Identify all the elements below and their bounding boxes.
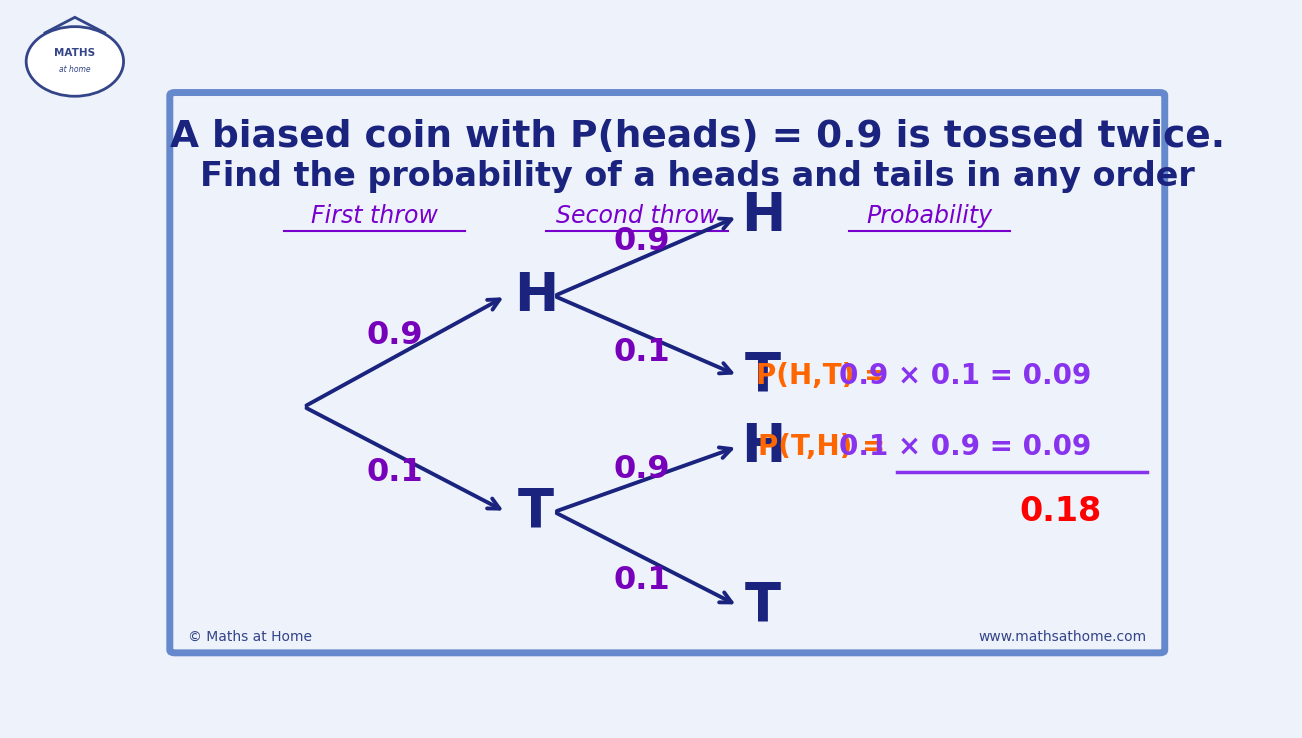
Text: 0.18: 0.18 — [1019, 495, 1101, 528]
Text: www.mathsathome.com: www.mathsathome.com — [978, 630, 1147, 644]
Text: H: H — [514, 270, 559, 322]
Text: at home: at home — [59, 66, 91, 75]
Text: T: T — [745, 350, 781, 401]
Ellipse shape — [26, 27, 124, 96]
Text: 0.1: 0.1 — [613, 565, 671, 596]
Text: 0.9 × 0.1 = 0.09: 0.9 × 0.1 = 0.09 — [838, 362, 1091, 390]
Text: H: H — [741, 421, 785, 472]
Text: 0.9: 0.9 — [613, 454, 671, 485]
Text: T: T — [518, 486, 555, 538]
Text: 0.9: 0.9 — [367, 320, 423, 351]
Text: T: T — [745, 579, 781, 632]
Text: P(T,H) =: P(T,H) = — [758, 432, 896, 461]
Text: First throw: First throw — [311, 204, 437, 229]
Text: Probability: Probability — [867, 204, 992, 229]
Text: MATHS: MATHS — [55, 48, 95, 58]
Text: P(H,T) =: P(H,T) = — [756, 362, 897, 390]
FancyBboxPatch shape — [169, 92, 1165, 653]
Text: Find the probability of a heads and tails in any order: Find the probability of a heads and tail… — [201, 160, 1195, 193]
Text: 0.1 × 0.9 = 0.09: 0.1 × 0.9 = 0.09 — [838, 432, 1091, 461]
Text: Second throw: Second throw — [556, 204, 719, 229]
Text: 0.1: 0.1 — [366, 457, 423, 488]
Text: © Maths at Home: © Maths at Home — [187, 630, 312, 644]
Text: 0.9: 0.9 — [613, 227, 671, 258]
Text: 0.1: 0.1 — [613, 337, 671, 368]
Text: H: H — [741, 190, 785, 242]
Text: A biased coin with P(heads) = 0.9 is tossed twice.: A biased coin with P(heads) = 0.9 is tos… — [171, 119, 1225, 155]
